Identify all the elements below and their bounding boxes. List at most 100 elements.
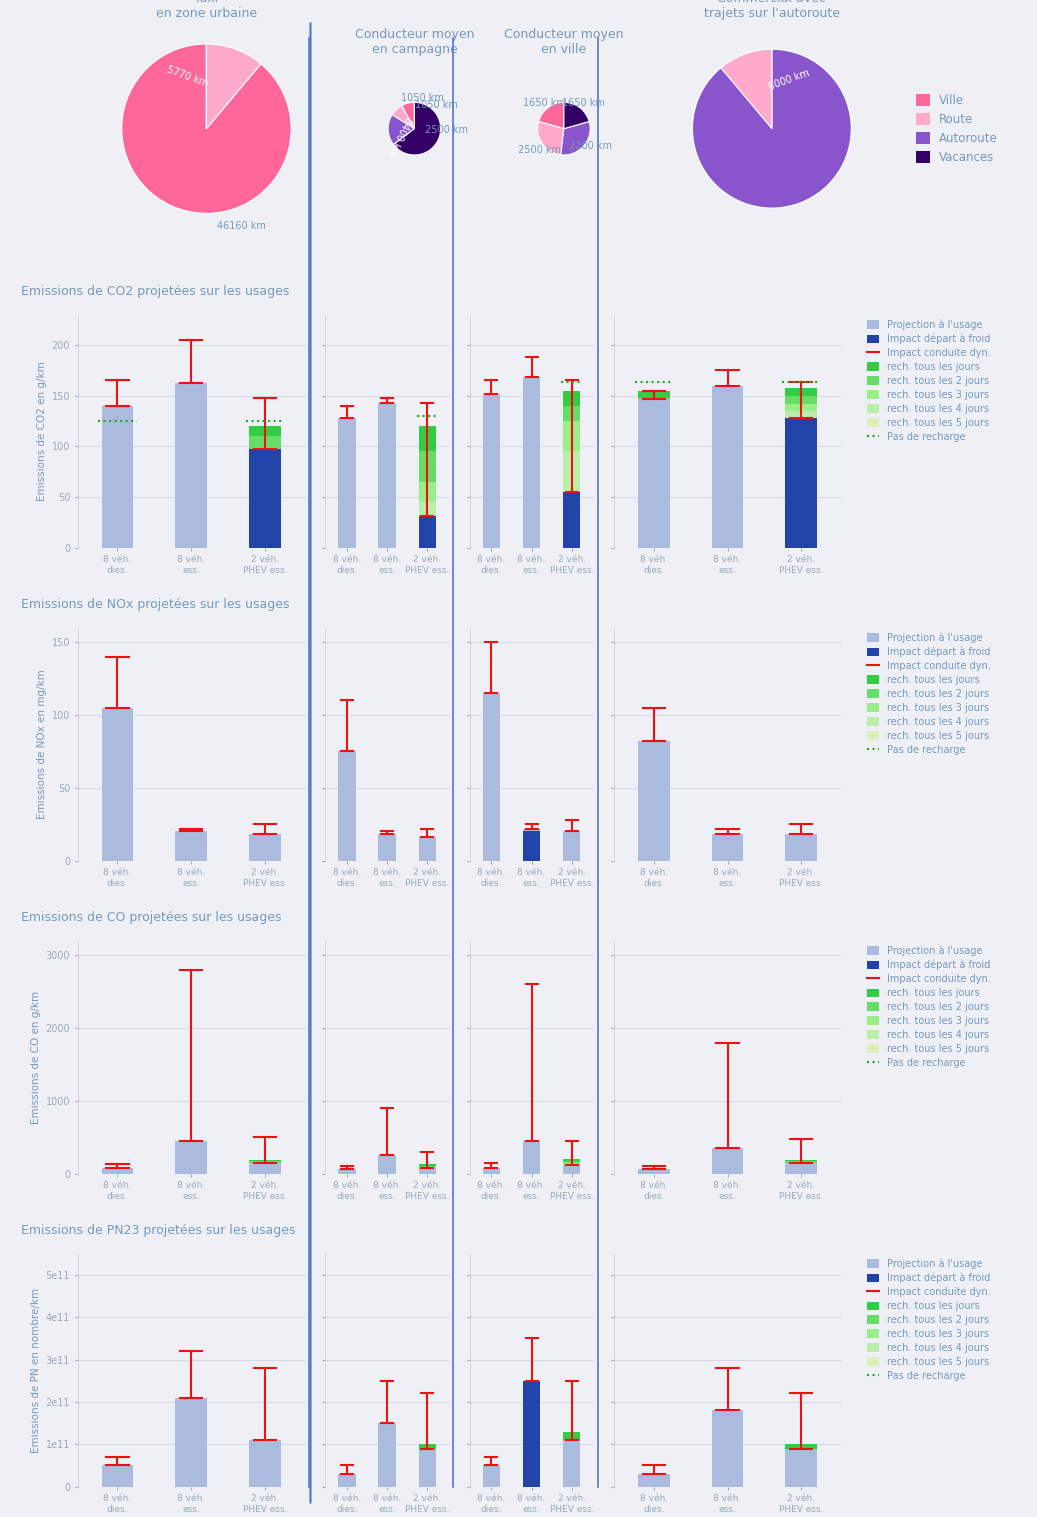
Bar	[785, 1449, 817, 1487]
Bar	[419, 502, 436, 548]
Bar	[785, 1167, 817, 1174]
Wedge shape	[561, 121, 590, 155]
Bar	[419, 1167, 436, 1174]
Bar	[102, 437, 134, 548]
Bar	[102, 420, 134, 548]
Bar	[638, 1475, 670, 1487]
Bar	[419, 1461, 436, 1487]
Bar	[563, 843, 581, 860]
Bar	[379, 834, 396, 860]
Y-axis label: Emissions de CO en g/km: Emissions de CO en g/km	[31, 991, 41, 1124]
Bar	[483, 393, 500, 548]
Bar	[419, 850, 436, 860]
Bar	[523, 1141, 540, 1174]
Bar	[419, 854, 436, 860]
Text: 1050 km: 1050 km	[401, 93, 444, 103]
Wedge shape	[537, 121, 564, 155]
Bar	[563, 831, 581, 860]
Bar	[419, 516, 436, 548]
Bar	[523, 378, 540, 548]
Bar	[523, 831, 540, 860]
Bar	[785, 1444, 817, 1487]
Bar	[563, 405, 581, 548]
Bar	[249, 1465, 281, 1487]
Bar	[711, 385, 744, 548]
Bar	[338, 1170, 356, 1174]
Bar	[419, 1453, 436, 1487]
Bar	[419, 1444, 436, 1487]
Bar	[638, 1170, 670, 1174]
Title: Conducteur moyen
en ville: Conducteur moyen en ville	[504, 27, 623, 56]
Bar	[338, 751, 356, 860]
Wedge shape	[393, 102, 441, 155]
Bar	[175, 384, 207, 548]
Bar	[379, 1423, 396, 1487]
Text: 1650 km: 1650 km	[523, 99, 566, 108]
Y-axis label: Emissions de CO2 en g/km: Emissions de CO2 en g/km	[37, 361, 48, 501]
Bar	[563, 452, 581, 548]
Bar	[102, 1465, 134, 1487]
Title: Commercial avec
trajets sur l'autoroute: Commercial avec trajets sur l'autoroute	[704, 0, 840, 20]
Text: 2200 km: 2200 km	[569, 141, 612, 152]
Bar	[563, 1440, 581, 1487]
Bar	[249, 449, 281, 548]
Bar	[249, 437, 281, 548]
Bar	[563, 492, 581, 548]
Bar	[102, 426, 134, 548]
Text: 1050 km: 1050 km	[415, 100, 458, 111]
Bar	[419, 1470, 436, 1487]
Bar	[249, 843, 281, 860]
Bar	[785, 1453, 817, 1487]
Bar	[638, 417, 670, 548]
Bar	[785, 396, 817, 548]
Text: Emissions de CO2 projetées sur les usages: Emissions de CO2 projetées sur les usage…	[21, 285, 289, 299]
Bar	[638, 411, 670, 548]
Bar	[249, 1440, 281, 1487]
Bar	[102, 708, 134, 860]
Bar	[249, 854, 281, 860]
Legend: Projection à l'usage, Impact départ à froid, Impact conduite dyn., rech. tous le: Projection à l'usage, Impact départ à fr…	[867, 1259, 990, 1380]
Bar	[338, 417, 356, 548]
Bar	[249, 449, 281, 548]
Bar	[563, 1170, 581, 1174]
Bar	[419, 842, 436, 860]
Text: 2500 km: 2500 km	[425, 126, 468, 135]
Bar	[102, 405, 134, 548]
Bar	[102, 449, 134, 548]
Wedge shape	[401, 102, 415, 129]
Bar	[419, 837, 436, 860]
Bar	[711, 834, 744, 860]
Bar	[785, 1161, 817, 1174]
Legend: Projection à l'usage, Impact départ à froid, Impact conduite dyn., rech. tous le: Projection à l'usage, Impact départ à fr…	[867, 633, 990, 754]
Bar	[785, 417, 817, 548]
Bar	[785, 417, 817, 548]
Bar	[249, 1453, 281, 1487]
Text: 1650 km: 1650 km	[562, 99, 605, 108]
Bar	[483, 693, 500, 860]
Text: 5770 km: 5770 km	[166, 65, 209, 90]
Bar	[249, 1170, 281, 1174]
Bar	[563, 1440, 581, 1487]
Bar	[523, 1380, 540, 1487]
Bar	[785, 387, 817, 548]
Bar	[785, 404, 817, 548]
Bar	[249, 850, 281, 860]
Text: 8400 km: 8400 km	[385, 115, 413, 158]
Bar	[563, 853, 581, 860]
Wedge shape	[392, 106, 415, 129]
Bar	[785, 411, 817, 548]
Bar	[785, 417, 817, 548]
Bar	[483, 1465, 500, 1487]
Bar	[785, 1161, 817, 1174]
Title: Conducteur moyen
en campagne: Conducteur moyen en campagne	[355, 27, 474, 56]
Bar	[563, 1159, 581, 1174]
Bar	[785, 850, 817, 860]
Bar	[563, 834, 581, 860]
Bar	[249, 1162, 281, 1174]
Bar	[419, 516, 436, 548]
Bar	[563, 420, 581, 548]
Wedge shape	[693, 49, 851, 208]
Text: Emissions de CO projetées sur les usages: Emissions de CO projetées sur les usages	[21, 912, 282, 924]
Bar	[249, 836, 281, 860]
Bar	[563, 1167, 581, 1174]
